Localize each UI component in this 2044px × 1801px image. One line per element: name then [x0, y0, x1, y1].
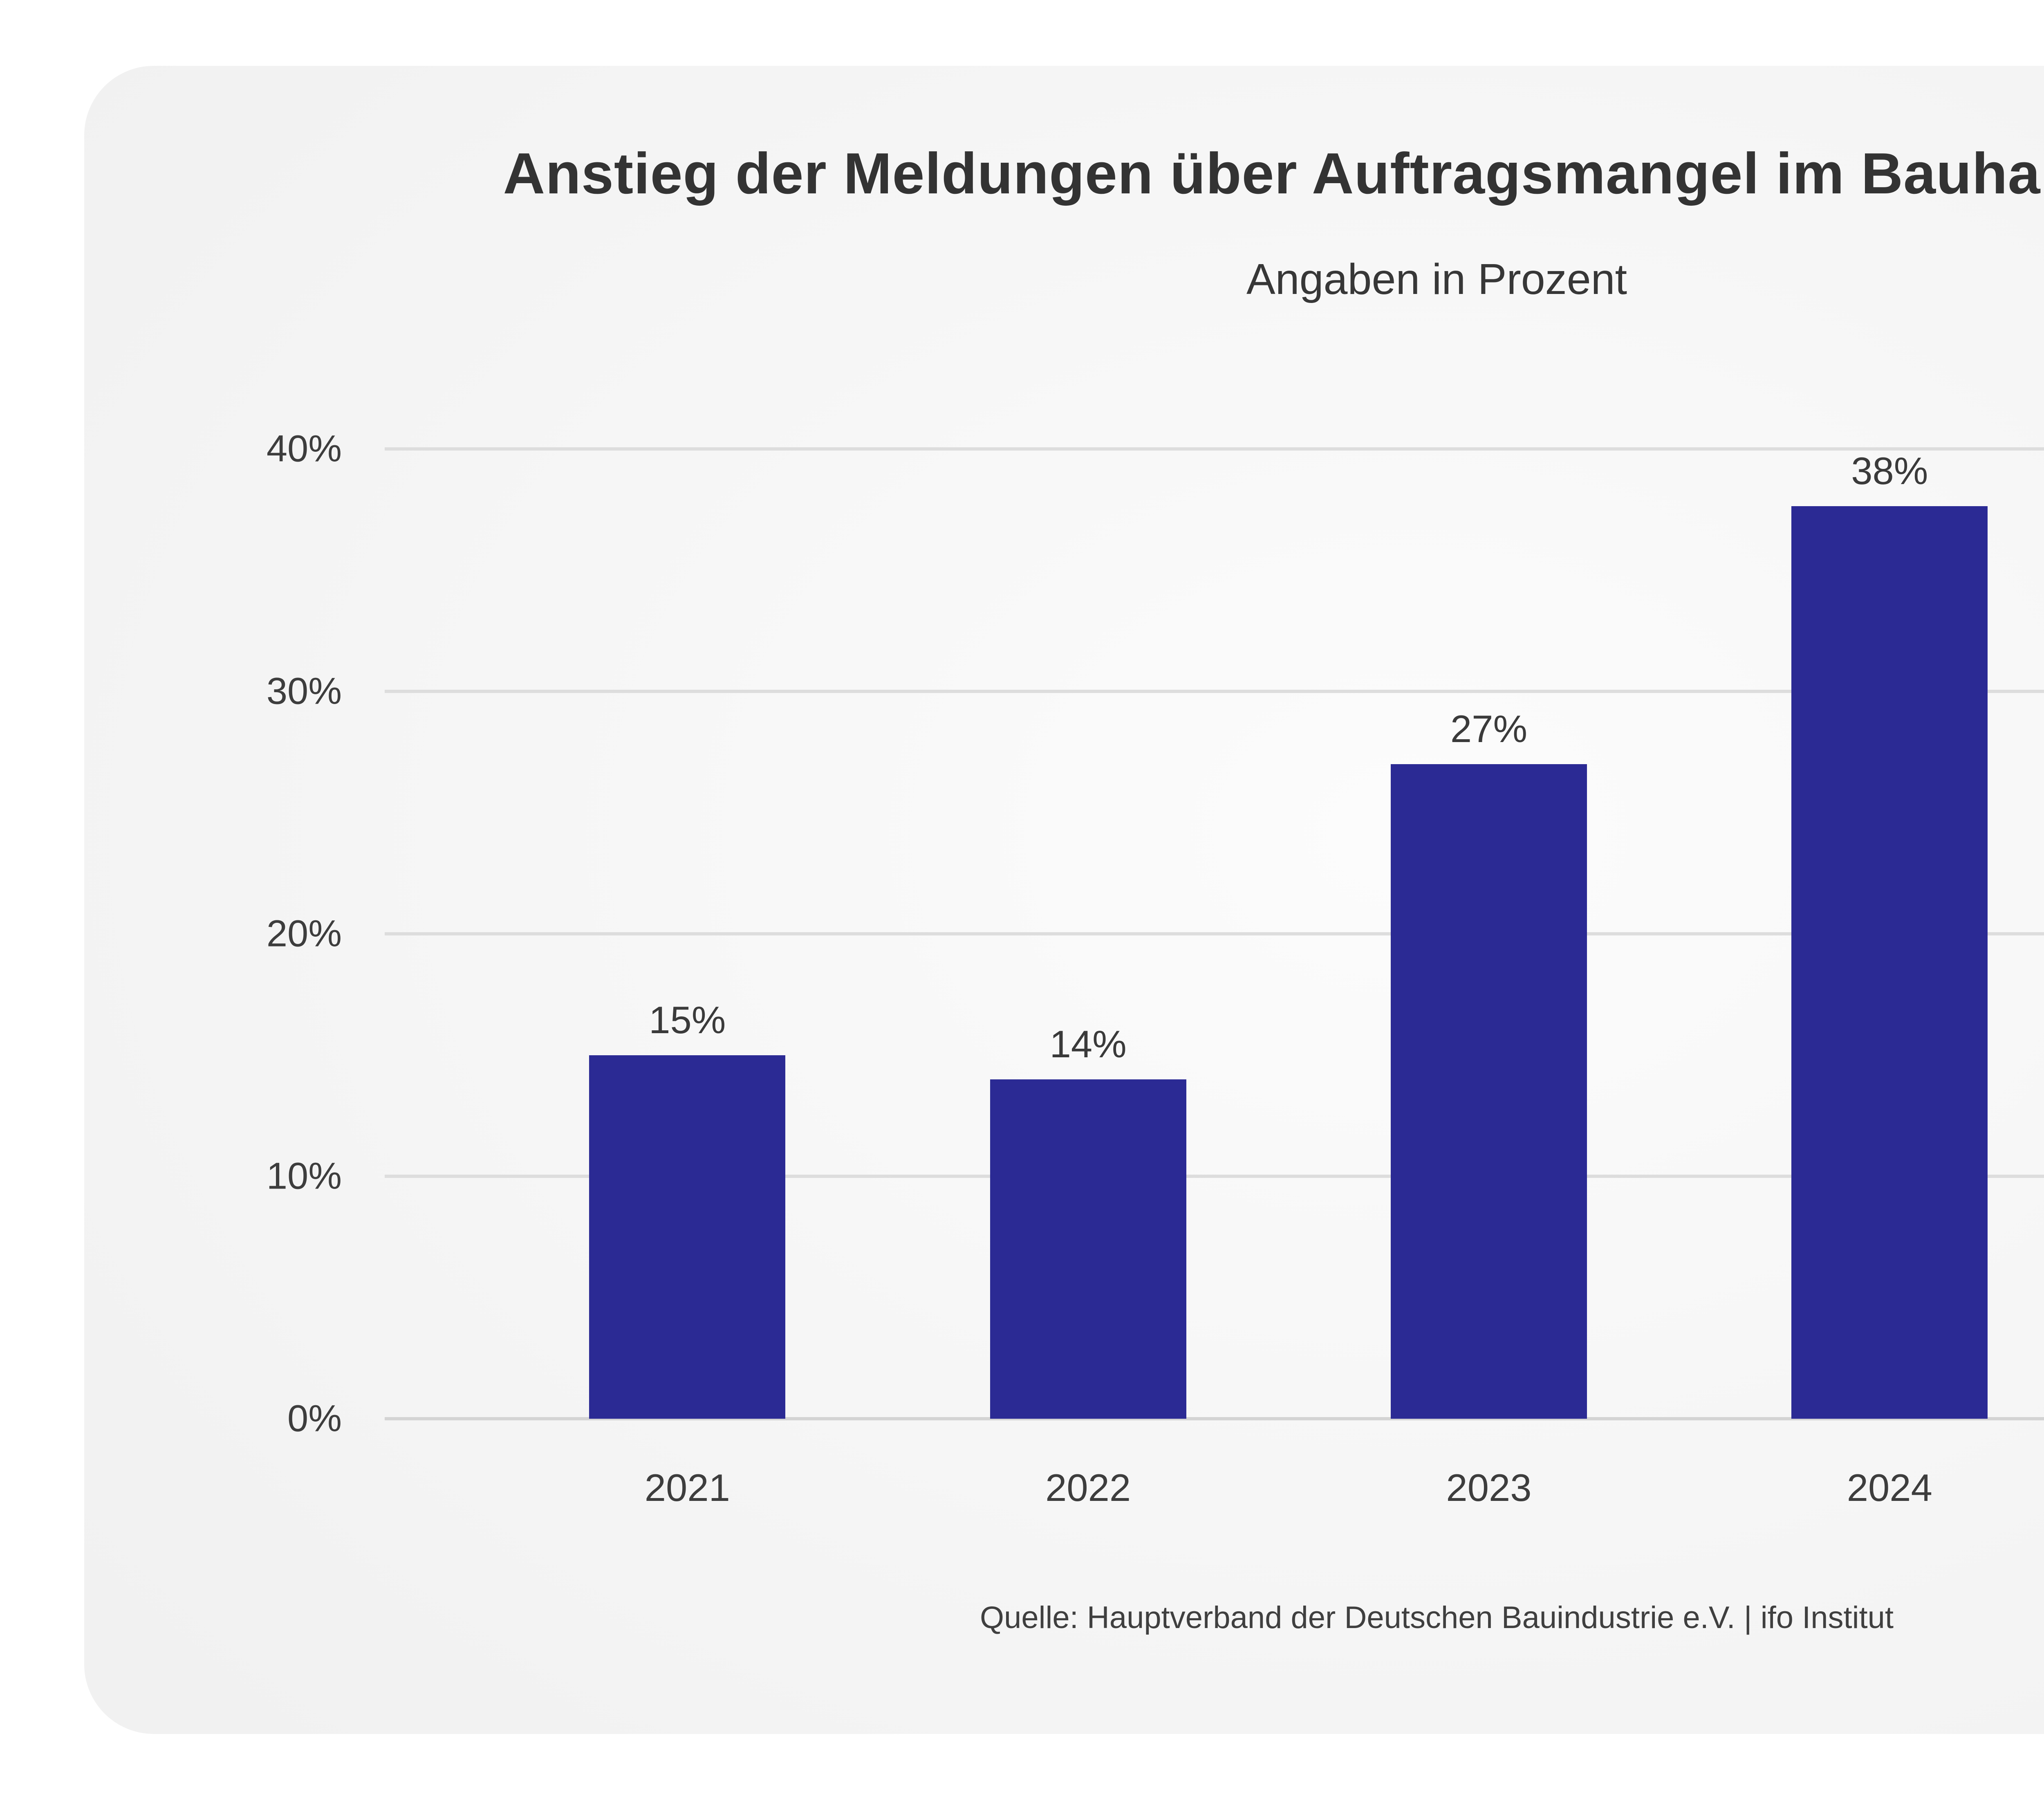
chart-title: Anstieg der Meldungen über Auftragsmange…	[503, 141, 2044, 206]
gridline	[385, 932, 2044, 935]
gridline	[385, 1175, 2044, 1178]
bar-value-label: 38%	[1851, 449, 1928, 492]
bar	[990, 1079, 1186, 1419]
y-axis-tick-label: 10%	[266, 1155, 342, 1197]
y-axis-tick-label: 40%	[266, 428, 342, 470]
gridline	[385, 690, 2044, 693]
y-axis: 40% 30% 20% 10% 0%	[137, 428, 342, 1440]
gridline	[385, 1417, 2044, 1420]
bar-group: 27%	[1390, 449, 1587, 1419]
bars-row: 15%14%27%38%39%	[385, 449, 2044, 1419]
y-axis-tick-label: 0%	[287, 1397, 342, 1440]
gridline	[385, 447, 2044, 451]
bar	[1791, 506, 1988, 1419]
x-axis-label: 2024	[1847, 1466, 1932, 1509]
y-axis-tick-label: 30%	[266, 670, 342, 712]
y-axis-tick-label: 20%	[266, 913, 342, 955]
bar-value-label: 14%	[1049, 1022, 1127, 1065]
bar	[589, 1055, 786, 1419]
bar-group: 15%	[589, 449, 786, 1419]
bar-value-label: 27%	[1450, 707, 1528, 750]
x-axis-label: 2023	[1446, 1466, 1532, 1509]
plot-area	[385, 447, 2044, 1420]
bar	[1390, 764, 1587, 1419]
bar-value-label: 15%	[649, 998, 726, 1041]
chart-card: Anstieg der Meldungen über Auftragsmange…	[84, 66, 2044, 1734]
bar-group: 38%	[1791, 449, 1988, 1419]
x-axis-label: 2021	[644, 1466, 730, 1509]
x-axis: 20212022202320242025	[385, 1466, 2044, 1510]
bar-group: 14%	[990, 449, 1186, 1419]
chart-subtitle: Angaben in Prozent	[1246, 255, 1627, 303]
x-axis-label: 2022	[1045, 1466, 1131, 1509]
source-caption: Quelle: Hauptverband der Deutschen Bauin…	[980, 1600, 1894, 1635]
